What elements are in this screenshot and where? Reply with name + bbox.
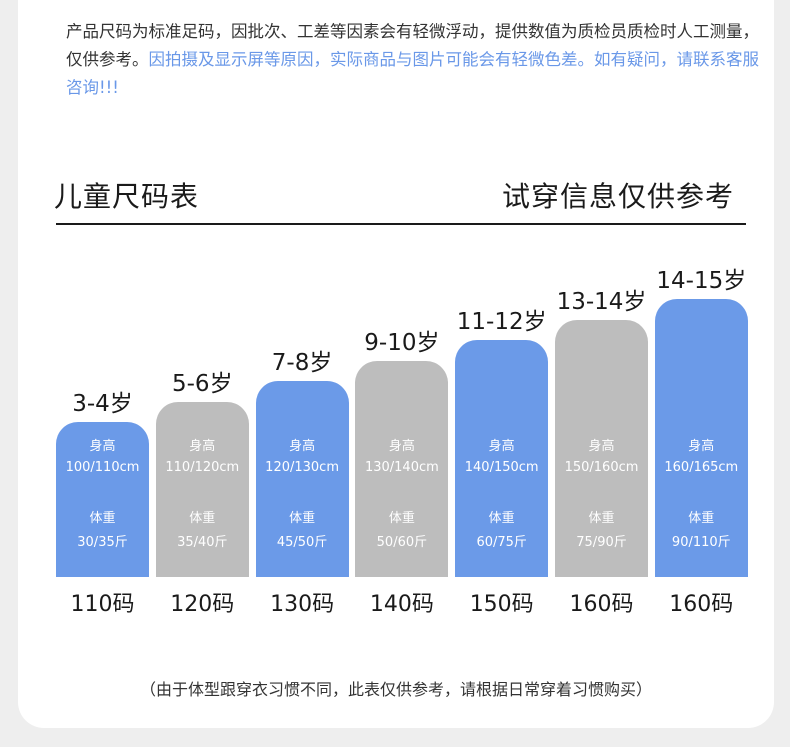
weight-value: 75/90斤 [576,535,627,550]
height-label: 身高 [588,439,615,454]
height-label: 身高 [189,439,216,454]
height-label: 身高 [688,439,715,454]
age-label: 13-14岁 [556,288,647,315]
notice-text: 产品尺码为标准足码，因批次、工差等因素会有轻微浮动，提供数值为质检员质检时人工测… [66,22,759,69]
weight-label: 体重 [488,511,515,526]
size-code-label: 160码 [569,592,634,617]
size-bar: 身高 110/120cm 体重 35/40斤 [155,401,249,577]
size-code-label: 110码 [70,592,135,617]
height-value: 100/110cm [65,460,140,475]
weight-value: 30/35斤 [77,535,128,550]
age-label: 3-4岁 [72,391,133,417]
size-bar: 身高 120/130cm 体重 45/50斤 [255,381,349,577]
size-bar: 身高 130/140cm 体重 50/60斤 [355,360,449,577]
age-label: 9-10岁 [364,329,440,356]
size-bar: 身高 100/110cm 体重 30/35斤 [56,422,149,577]
height-label: 身高 [289,439,316,454]
weight-label: 体重 [89,511,116,526]
size-chart-card: 产品尺码为标准足码，因批次、工差等因素会有轻微浮动，提供数值为质检员质检时人工测… [18,0,774,728]
height-value: 110/120cm [165,460,240,475]
height-label: 身高 [488,439,515,454]
age-label: 14-15岁 [656,268,747,294]
weight-label: 体重 [388,511,415,526]
height-label: 身高 [89,439,116,454]
weight-value: 50/60斤 [376,535,428,550]
age-label: 5-6岁 [172,370,233,397]
height-value: 130/140cm [364,460,439,475]
size-bar-chart: 3-4岁身高 100/110cm 体重 30/35斤 110码 5-6岁身高 110/120… [18,0,774,728]
height-value: 120/130cm [265,460,339,475]
height-value: 160/165cm [664,460,739,475]
title-divider [56,223,746,225]
weight-label: 体重 [189,511,216,526]
age-label: 7-8岁 [271,350,333,376]
age-label: 11-12岁 [456,309,547,335]
weight-value: 60/75斤 [476,535,527,550]
size-code-label: 120码 [170,592,235,617]
height-value: 150/160cm [564,460,639,475]
size-bar: 身高 150/160cm 体重 75/90斤 [555,319,648,577]
size-notice: 产品尺码为标准足码，因批次、工差等因素会有轻微浮动，提供数值为质检员质检时人工测… [66,18,766,102]
notice-color-warning: 因拍摄及显示屏等原因，实际商品与图片可能会有轻微色差。如有疑问，请联系客服咨询!… [66,50,759,97]
weight-label: 体重 [588,511,615,526]
size-bar: 身高 140/150cm 体重 60/75斤 [455,340,549,577]
height-label: 身高 [388,439,415,454]
size-code-label: 150码 [469,592,534,617]
size-code-label: 140码 [369,592,434,617]
size-code-label: 130码 [270,592,335,617]
weight-label: 体重 [289,511,316,526]
chart-disclaimer-title: 试穿信息仅供参考 [501,180,734,213]
weight-value: 90/110斤 [671,535,731,550]
size-bar: 身高 160/165cm 体重 90/110斤 [654,299,748,577]
weight-value: 45/50斤 [276,535,328,550]
size-code-label: 160码 [669,592,734,617]
weight-value: 35/40斤 [177,535,228,550]
footer-note: （由于体型跟穿衣习惯不同，此表仅供参考，请根据日常穿着习惯购买） [139,680,652,699]
weight-label: 体重 [688,511,715,526]
chart-title: 儿童尺码表 [54,180,200,213]
height-value: 140/150cm [464,460,539,475]
